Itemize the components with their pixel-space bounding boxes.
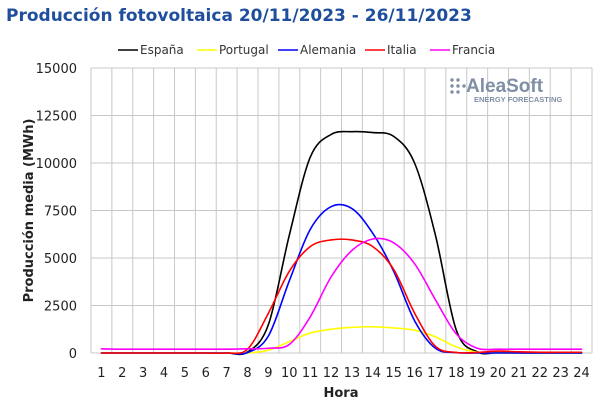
x-tick-label: 18 bbox=[448, 366, 465, 381]
watermark-dot bbox=[456, 90, 460, 94]
x-tick-label: 22 bbox=[532, 366, 549, 381]
x-tick-label: 19 bbox=[469, 366, 486, 381]
watermark-dot bbox=[456, 78, 460, 82]
legend-label: Portugal bbox=[219, 43, 269, 57]
legend-item: Francia bbox=[430, 43, 495, 57]
watermark-dot bbox=[450, 90, 454, 94]
y-tick-label: 15000 bbox=[36, 62, 77, 77]
watermark-logo: AleaSoft ENERGY FORECASTING bbox=[450, 76, 562, 104]
x-tick-label: 11 bbox=[302, 366, 319, 381]
x-tick-label: 24 bbox=[573, 366, 590, 381]
y-axis-label: Producción media (MWh) bbox=[22, 119, 37, 303]
x-tick-label: 16 bbox=[406, 366, 423, 381]
series-group bbox=[100, 130, 583, 356]
legend-item: Portugal bbox=[197, 43, 269, 57]
x-axis-ticks: 1 2 3 4 5 6 7 8 9 10 11 12 13 14 15 16 17 18 19 20 21 22 23 24 bbox=[97, 366, 590, 381]
watermark-dot bbox=[456, 84, 460, 88]
series-line-francia bbox=[100, 237, 583, 351]
watermark-dots-icon bbox=[450, 78, 466, 94]
x-tick-label: 7 bbox=[223, 366, 231, 381]
y-tick-label: 7500 bbox=[44, 205, 77, 220]
legend-label: Alemania bbox=[300, 43, 356, 57]
legend-label: Francia bbox=[452, 43, 495, 57]
y-tick-label: 10000 bbox=[36, 157, 77, 172]
x-tick-label: 20 bbox=[490, 366, 507, 381]
series-line-italia bbox=[100, 238, 583, 355]
y-tick-label: 5000 bbox=[44, 252, 77, 267]
x-tick-label: 3 bbox=[139, 366, 147, 381]
y-axis-ticks: 0 2500 5000 7500 10000 12500 15000 bbox=[36, 62, 77, 362]
legend-label: Italia bbox=[387, 43, 417, 57]
chart-title: Producción fotovoltaica 20/11/2023 - 26/… bbox=[6, 6, 472, 26]
x-tick-label: 8 bbox=[243, 366, 251, 381]
x-tick-label: 10 bbox=[281, 366, 298, 381]
x-tick-label: 9 bbox=[264, 366, 272, 381]
x-tick-label: 15 bbox=[385, 366, 402, 381]
x-tick-label: 21 bbox=[511, 366, 528, 381]
x-tick-label: 14 bbox=[365, 366, 382, 381]
x-tick-label: 23 bbox=[552, 366, 569, 381]
watermark-subtitle: ENERGY FORECASTING bbox=[474, 95, 562, 104]
x-tick-label: 1 bbox=[97, 366, 105, 381]
x-tick-label: 6 bbox=[202, 366, 210, 381]
x-tick-label: 12 bbox=[323, 366, 340, 381]
watermark-dot bbox=[450, 84, 454, 88]
watermark-brand: AleaSoft bbox=[466, 76, 544, 97]
x-axis-label: Hora bbox=[324, 386, 359, 401]
y-tick-label: 0 bbox=[69, 347, 77, 362]
grid bbox=[90, 67, 593, 354]
x-tick-label: 5 bbox=[181, 366, 189, 381]
legend-item: Italia bbox=[365, 43, 417, 57]
legend-label: España bbox=[140, 43, 184, 57]
legend-item: Alemania bbox=[278, 43, 356, 57]
x-tick-label: 4 bbox=[160, 366, 168, 381]
y-tick-label: 2500 bbox=[44, 300, 77, 315]
watermark-dot bbox=[462, 84, 466, 88]
legend-item: España bbox=[118, 43, 184, 57]
x-tick-label: 2 bbox=[118, 366, 126, 381]
legend: España Portugal Alemania Italia Francia bbox=[118, 43, 495, 57]
watermark-dot bbox=[450, 78, 454, 82]
y-tick-label: 12500 bbox=[36, 110, 77, 125]
x-tick-label: 13 bbox=[344, 366, 361, 381]
x-tick-label: 17 bbox=[427, 366, 444, 381]
